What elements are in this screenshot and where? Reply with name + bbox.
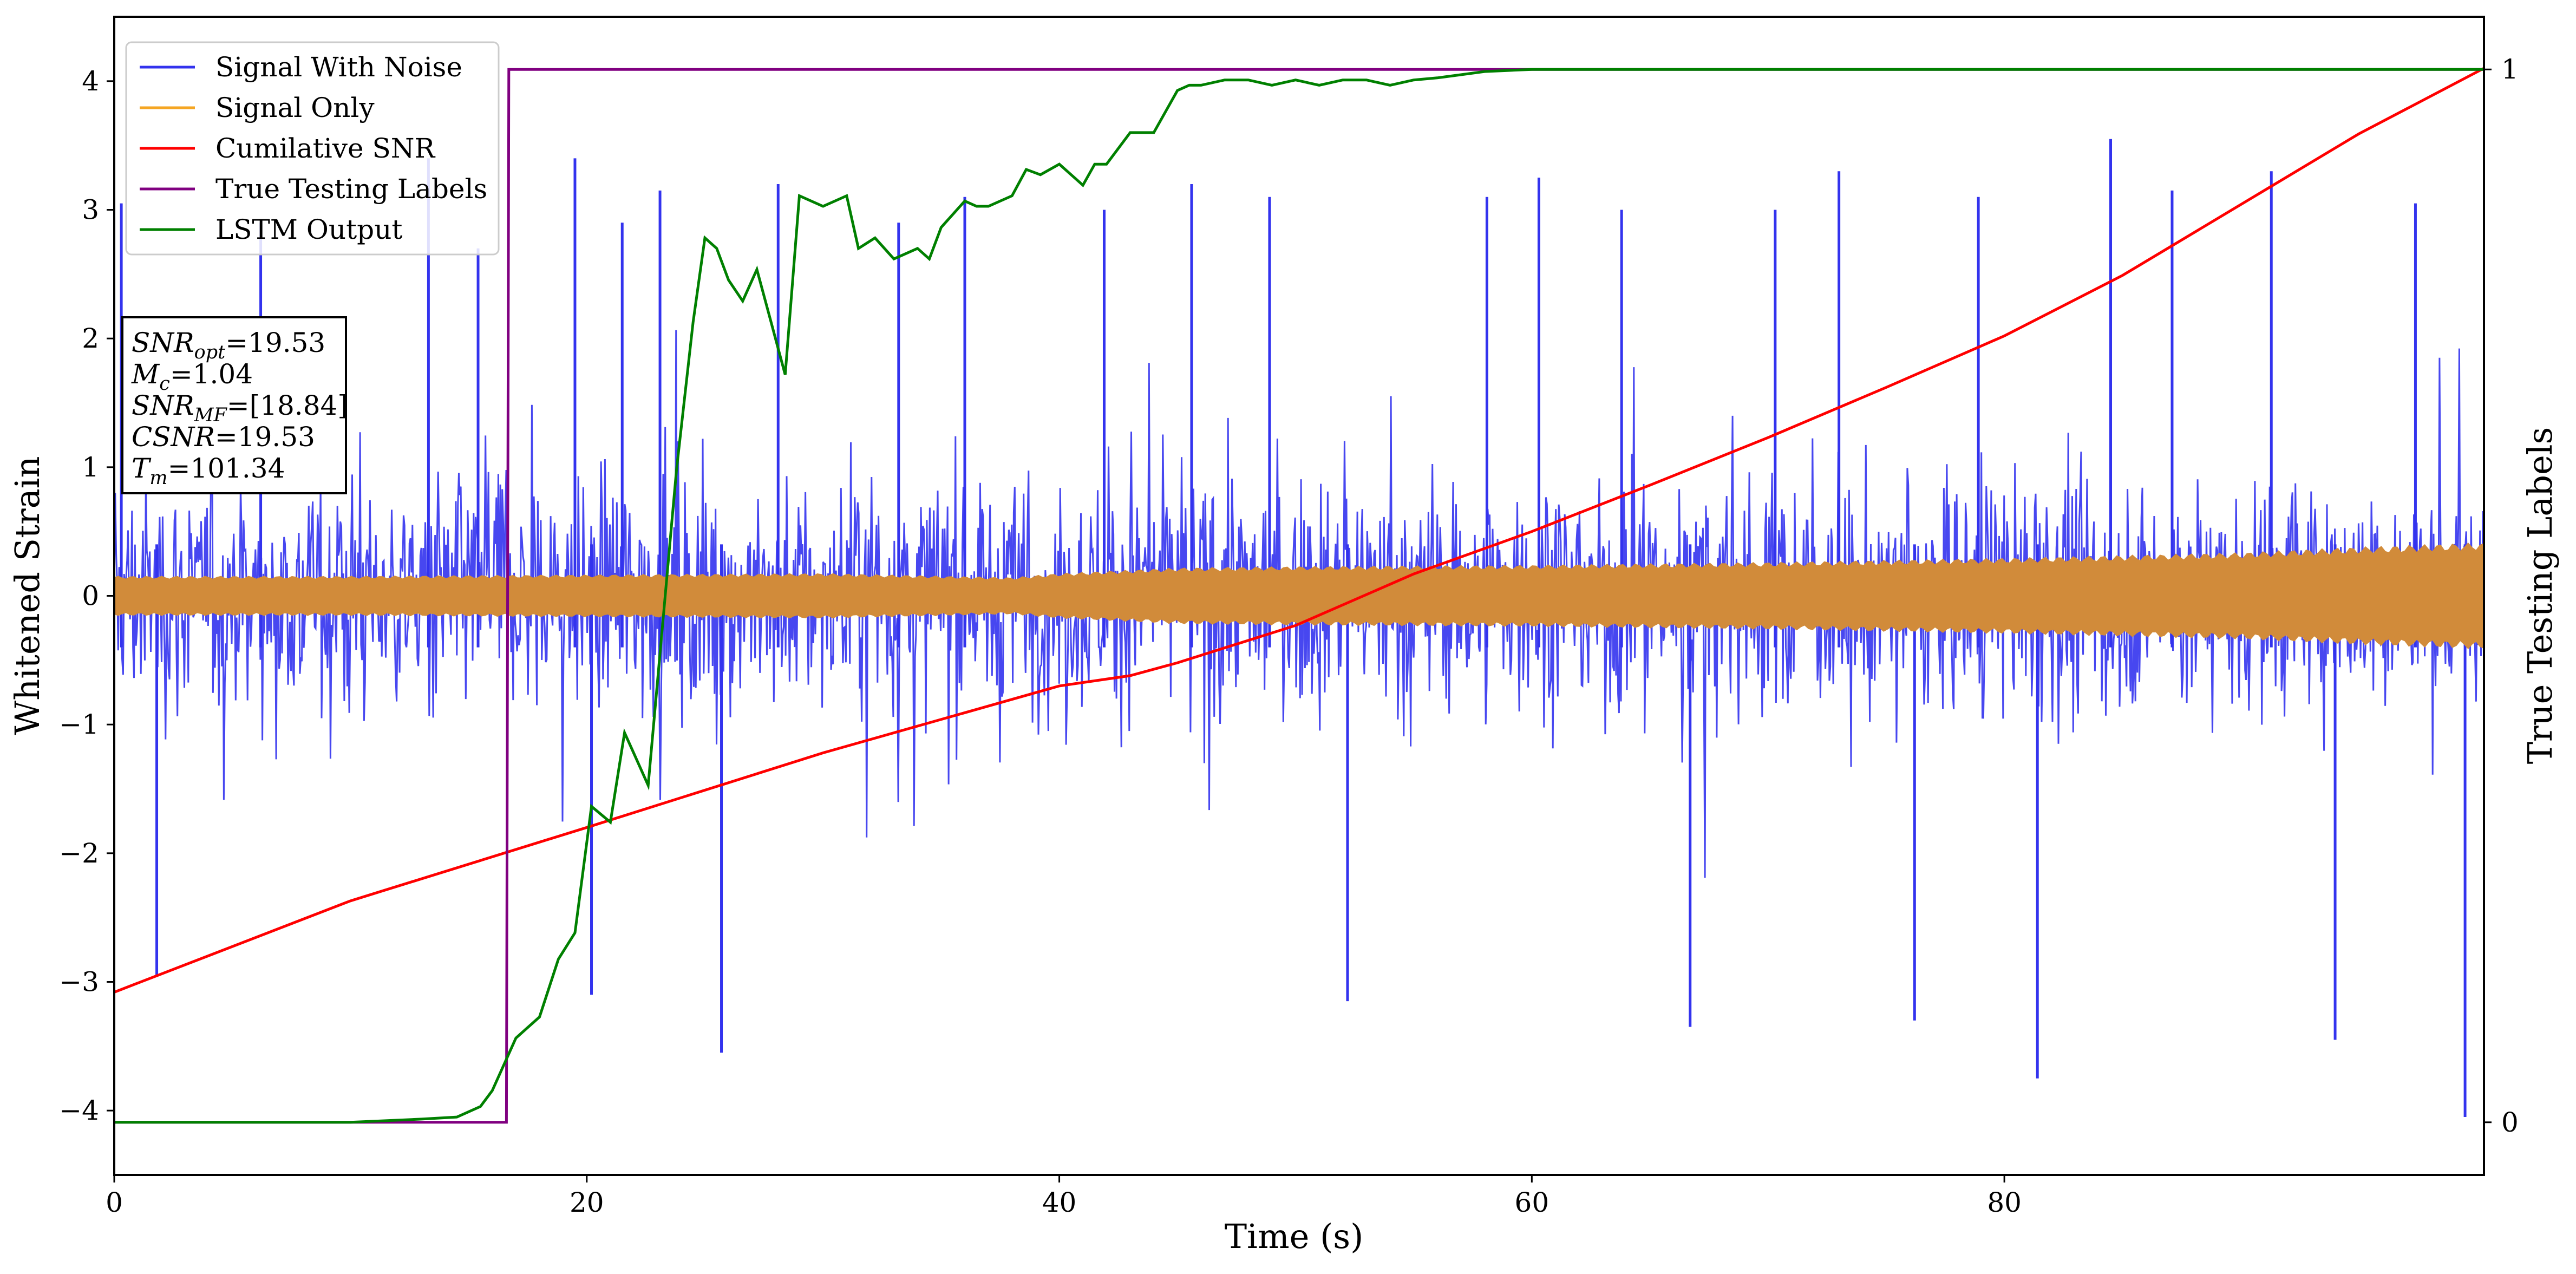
- stats-line: CSNR=19.53: [132, 421, 315, 453]
- x-tick-label: 40: [1042, 1187, 1077, 1218]
- stats-lines: SNRopt=19.53Mc=1.04SNRMF=[18.84]CSNR=19.…: [131, 327, 348, 489]
- signal-only-series: [114, 543, 2484, 649]
- y-tick-label: −1: [59, 709, 99, 740]
- y-tick-label: 0: [82, 580, 99, 612]
- legend-label: Signal Only: [215, 92, 375, 123]
- y-axis-ticks: −4 −3 −2 −1 0 1 2 3 4: [59, 66, 114, 1126]
- lstm-output-line: [114, 68, 2484, 1124]
- x-axis-title: Time (s): [1225, 1217, 1364, 1256]
- stats-line: SNRopt=19.53: [132, 327, 325, 363]
- legend-label: Cumilative SNR: [215, 133, 435, 164]
- x-axis-ticks: 0 20 40 60 80: [106, 1175, 2022, 1218]
- y-axis-right-ticks: 01: [2484, 54, 2519, 1138]
- legend-label: LSTM Output: [215, 214, 402, 245]
- legend: Signal With Noise Signal Only Cumilative S…: [125, 41, 500, 256]
- y-tick-label: 2: [82, 323, 99, 354]
- y-right-tick-label: 1: [2501, 54, 2519, 85]
- y-tick-label: 3: [82, 194, 99, 226]
- legend-box: [125, 41, 500, 256]
- y-right-tick-label: 0: [2501, 1107, 2519, 1138]
- stats-box: SNRopt=19.53Mc=1.04SNRMF=[18.84]CSNR=19.…: [121, 316, 348, 494]
- legend-label: Signal With Noise: [215, 51, 462, 83]
- stats-line: Tm=101.34: [132, 453, 285, 489]
- cumulative-snr-line: [114, 67, 2484, 994]
- y-tick-label: −4: [59, 1095, 99, 1126]
- x-tick-label: 20: [570, 1187, 604, 1218]
- x-tick-label: 60: [1515, 1187, 1549, 1218]
- signal-with-noise-series: [114, 139, 2484, 1118]
- stats-line: SNRMF=[18.84]: [132, 390, 348, 426]
- line-series-group: [114, 67, 2484, 1124]
- y-axis-title: Whitened Strain: [8, 456, 47, 735]
- stats-box-frame: [121, 316, 347, 494]
- y-tick-label: 1: [82, 452, 99, 483]
- y-tick-label: 4: [82, 66, 99, 97]
- y-axis-right-title: True Testing Labels: [2520, 427, 2560, 765]
- legend-label: True Testing Labels: [215, 173, 487, 205]
- y-tick-label: −3: [59, 966, 99, 998]
- legend-entries: Signal With Noise Signal Only Cumilative S…: [140, 51, 487, 245]
- signal-only-band: [114, 543, 2484, 649]
- x-tick-label: 0: [106, 1187, 123, 1218]
- y-tick-label: −2: [59, 838, 99, 869]
- stats-line: Mc=1.04: [131, 358, 253, 395]
- x-tick-label: 80: [1987, 1187, 2022, 1218]
